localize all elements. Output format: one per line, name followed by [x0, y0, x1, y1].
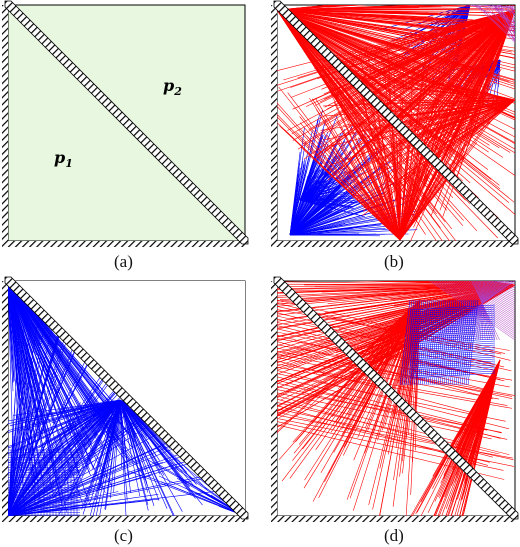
caption-a: (a) [114, 252, 133, 271]
panel-a-bottom-wall [2, 241, 245, 247]
panel-c-diagonal-wall [4, 276, 249, 520]
caption-d: (d) [384, 526, 404, 545]
panel-a-left-wall [2, 5, 8, 241]
caption-b: (b) [384, 252, 404, 271]
panel-b-trajectories [277, 5, 515, 241]
panel-c-left-wall [2, 281, 8, 516]
panel-c [2, 276, 249, 522]
panel-b [271, 0, 519, 247]
panel-a-label-p1: p1 [54, 148, 73, 170]
panel-d-left-wall [271, 281, 277, 516]
panel-c-bottom-wall [2, 516, 245, 522]
panel-a-label-p2: p2 [163, 76, 182, 98]
panel-a-diagonal-wall [4, 0, 249, 245]
panel-d-diagonal-wall [273, 276, 519, 520]
panel-a: p1 p2 [2, 0, 249, 247]
panel-b-diagonal-wall [273, 0, 519, 245]
panel-d-bottom-wall [271, 516, 515, 522]
panel-b-left-wall [271, 5, 277, 241]
panel-b-bottom-wall [271, 241, 515, 247]
panel-d-trajectories [277, 281, 515, 516]
caption-c: (c) [114, 526, 133, 545]
panel-d [271, 276, 519, 522]
